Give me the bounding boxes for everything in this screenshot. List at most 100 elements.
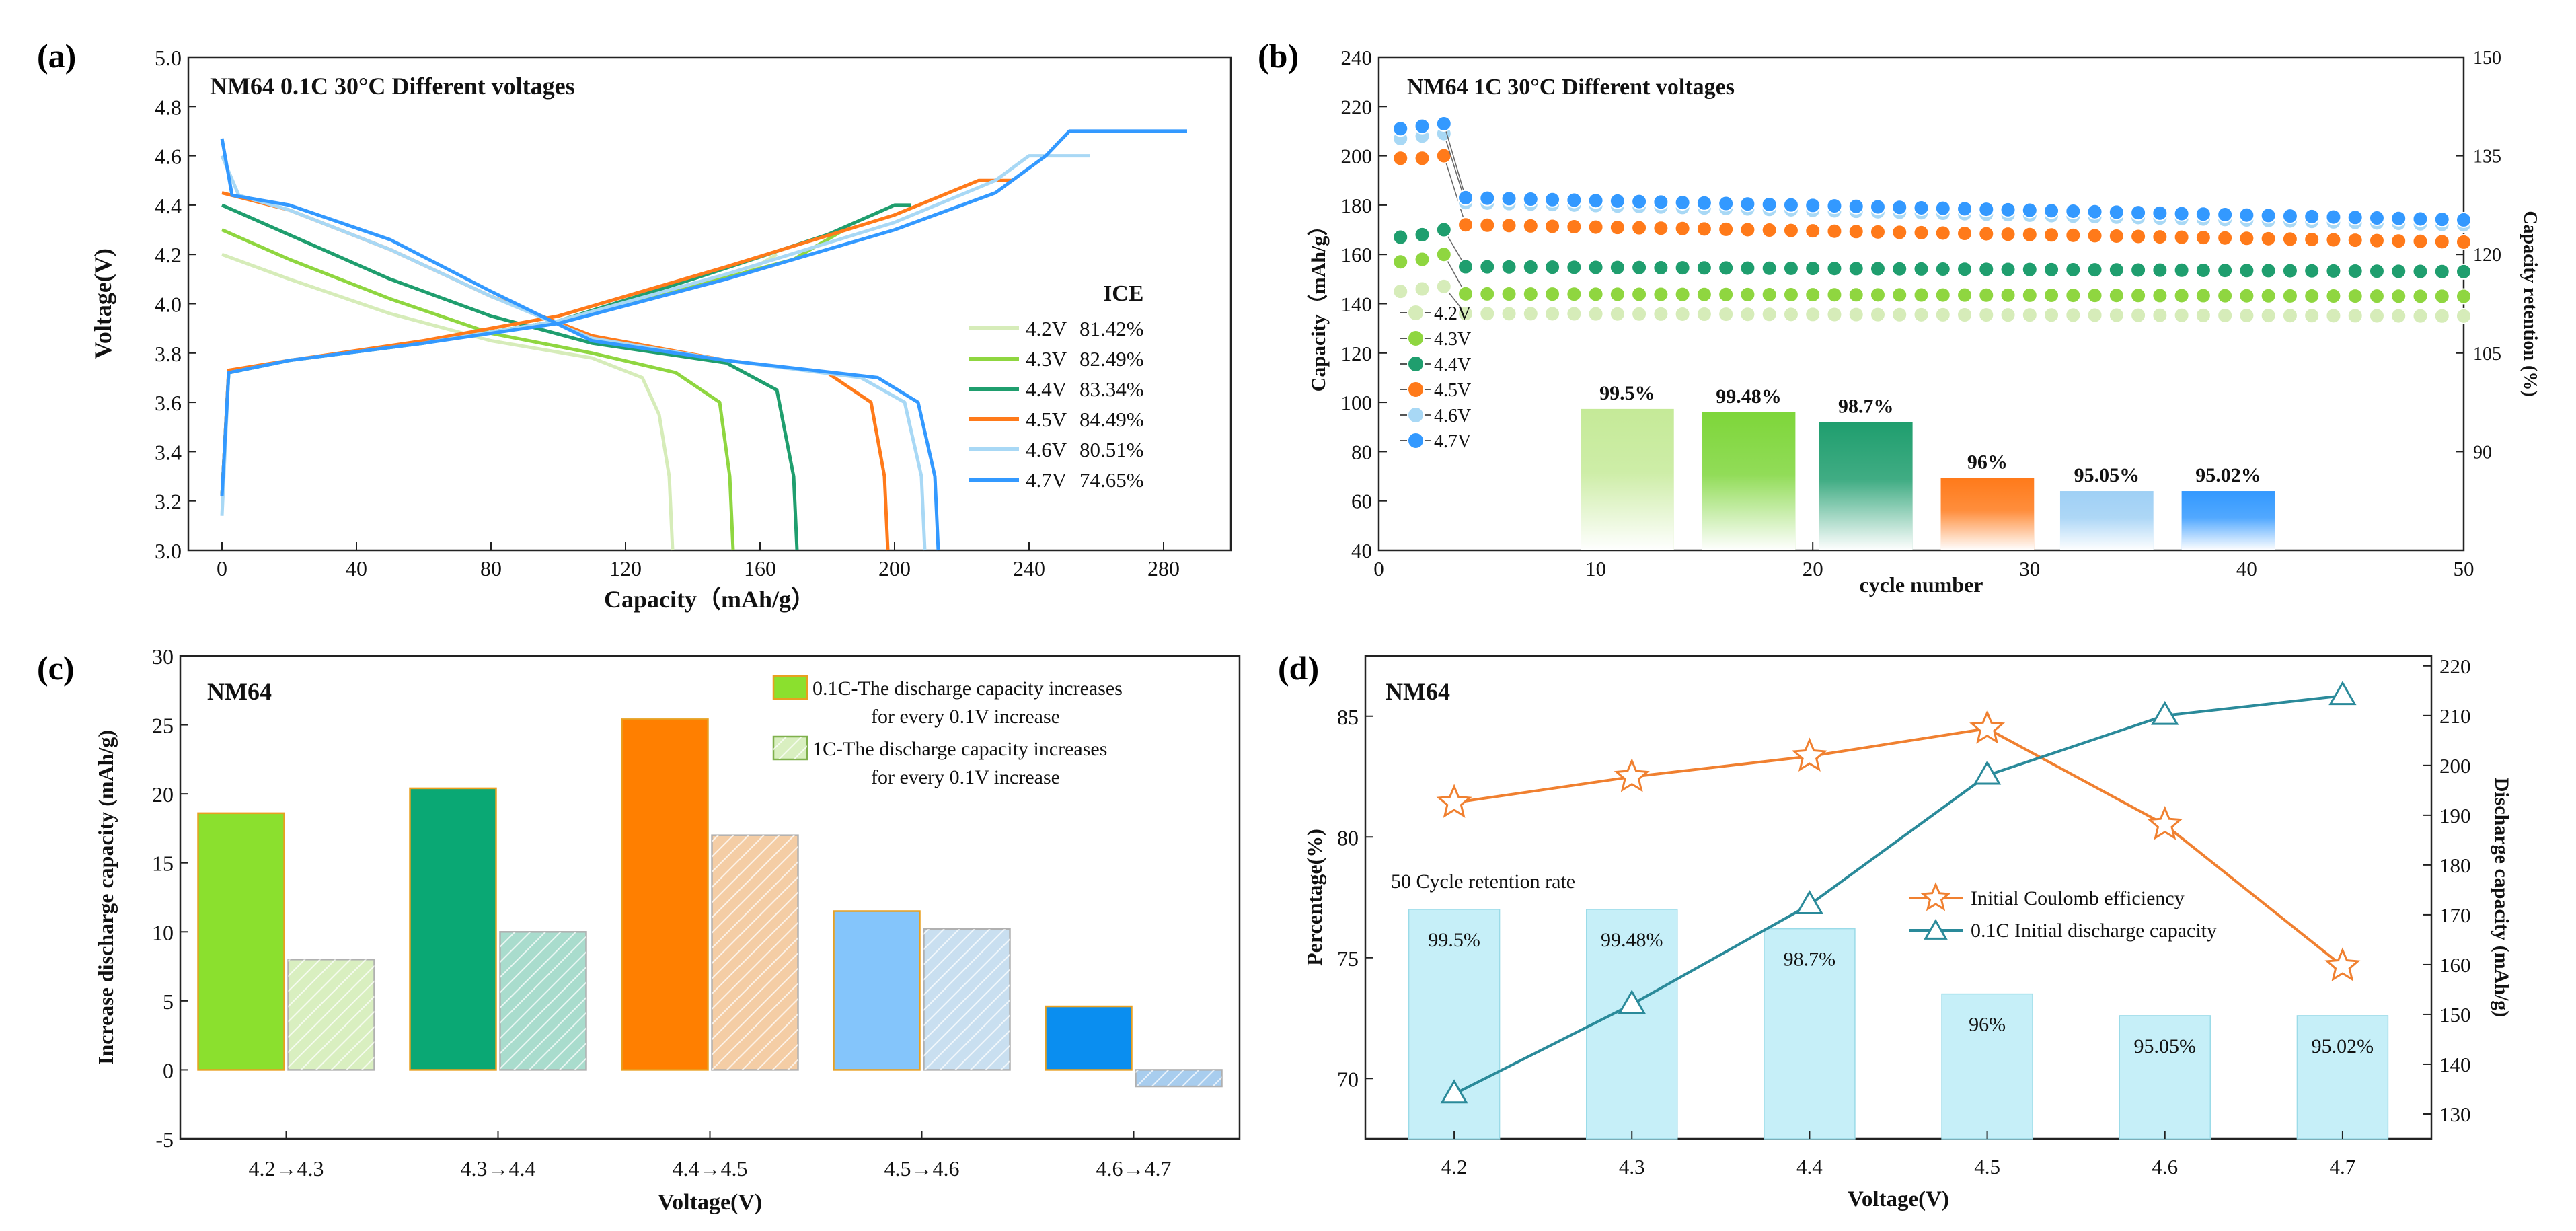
cycle-point <box>1566 305 1583 322</box>
cycle-point <box>2456 288 2472 305</box>
legend-swatch-hatch <box>773 737 807 759</box>
cycle-point <box>2456 307 2472 324</box>
x-tick-label: 0 <box>217 556 227 581</box>
cycle-point <box>1869 287 1886 303</box>
cycle-point <box>2173 287 2190 304</box>
legend-label: 4.4V <box>1434 355 1471 375</box>
cycle-point <box>1891 224 1908 241</box>
y-tick-label: 10 <box>152 920 174 944</box>
cycle-point <box>2195 287 2211 304</box>
cycle-point <box>2325 288 2342 305</box>
chart-title: NM64 0.1C 30°C Different voltages <box>210 73 575 100</box>
x-tick-label: 120 <box>609 556 642 581</box>
cycle-point <box>2390 210 2407 227</box>
cycle-point <box>1718 306 1735 323</box>
cycle-point <box>1805 306 1821 323</box>
y-axis-label: Capacity（mAh/g） <box>1307 216 1330 392</box>
cycle-point <box>2043 287 2060 303</box>
legend-ice-value: 80.51% <box>1079 438 1144 461</box>
x-tick-label: 4.5 <box>1974 1155 2000 1179</box>
cycle-point <box>1674 194 1691 211</box>
cycle-point <box>1653 259 1669 276</box>
cycle-point <box>1653 194 1669 211</box>
y-tick-label: -5 <box>155 1127 174 1152</box>
y2-tick-label: 220 <box>2439 655 2471 678</box>
y-tick-label: 80 <box>1337 825 1359 850</box>
cycle-point <box>1826 223 1843 239</box>
cycle-point <box>2281 231 2298 248</box>
retention-bar-label: 99.5% <box>1428 929 1480 951</box>
cycle-point <box>2281 262 2298 279</box>
cycle-point <box>1392 254 1409 270</box>
cycle-point <box>1587 286 1604 303</box>
y2-tick-label: 150 <box>2439 1003 2471 1027</box>
cycle-point <box>1522 217 1539 234</box>
cycle-point <box>1457 305 1474 322</box>
cycle-point <box>1544 286 1561 303</box>
cycle-point <box>1805 260 1821 277</box>
cycle-point <box>1674 220 1691 237</box>
cycle-point <box>2195 262 2211 278</box>
x-axis-label: Capacity（mAh/g） <box>604 586 815 613</box>
cycle-point <box>1934 306 1951 323</box>
bar-slow <box>409 787 497 1071</box>
cycle-point <box>1782 260 1799 276</box>
bar-hatch <box>288 959 375 1070</box>
cycle-point <box>1782 287 1799 303</box>
cycle-point <box>2086 287 2103 304</box>
retention-bar <box>1764 928 1856 1140</box>
cycle-point <box>1934 287 1951 303</box>
y2-tick-label: 160 <box>2439 953 2471 977</box>
cycle-point <box>2000 307 2016 324</box>
cycle-point <box>1782 196 1799 213</box>
cycle-point <box>2238 307 2255 324</box>
y-tick-label: 240 <box>1341 46 1373 69</box>
ice-point <box>1791 737 1827 772</box>
y-tick-label: 3.4 <box>155 440 182 464</box>
cycle-point <box>1696 286 1712 303</box>
cycle-point <box>2325 231 2342 248</box>
x-tick-label: 30 <box>2019 557 2040 581</box>
series-charge-line <box>220 154 1090 516</box>
cycle-point <box>1848 287 1864 303</box>
legend-label-line2: for every 0.1V increase <box>871 766 1060 788</box>
cycle-point <box>1739 196 1756 213</box>
cycle-point <box>1957 287 1973 303</box>
legend-label-line2: for every 0.1V increase <box>871 706 1060 728</box>
y-tick-label: 5 <box>163 990 174 1014</box>
cycle-point <box>2347 288 2363 305</box>
cycle-point <box>2390 307 2407 324</box>
y-tick-label: 80 <box>1351 440 1372 463</box>
cycle-point <box>2152 287 2168 304</box>
cycle-point <box>1913 199 1930 216</box>
series-discharge-line <box>221 228 735 551</box>
retention-bar-fade <box>1581 408 1674 550</box>
cycle-point <box>2086 262 2103 278</box>
cycle-point <box>1609 286 1626 303</box>
series-discharge-line <box>220 155 927 551</box>
ice-point <box>1436 784 1472 818</box>
cycle-point <box>2217 262 2234 279</box>
cycle-point <box>1544 305 1561 322</box>
plot-frame <box>1364 655 2433 1140</box>
cycle-point <box>2065 261 2082 278</box>
retention-bar-label: 95.05% <box>2134 1035 2197 1057</box>
cycle-point <box>1696 306 1712 323</box>
legend-label: 0.1C Initial discharge capacity <box>1971 920 2217 942</box>
cycle-point <box>1891 287 1908 303</box>
cycle-point <box>2260 230 2277 247</box>
cycle-point <box>1544 259 1561 276</box>
cycle-point <box>2086 307 2103 324</box>
bar-hatch <box>500 932 586 1070</box>
cycle-point <box>1414 281 1431 297</box>
category-label: 4.2→4.3 <box>249 1156 324 1181</box>
panel-d-chart: 99.5% 99.48% 98.7% 96% 95.05% 95.02% 50 Cycle … <box>1302 655 2513 1211</box>
legend-triangle-marker <box>1924 918 1948 940</box>
x-axis-label: cycle number <box>1860 572 1983 597</box>
retention-bar-label: 99.5% <box>1599 382 1655 404</box>
cycle-point <box>1479 305 1496 322</box>
cycle-point <box>2173 229 2190 246</box>
cycle-point <box>2433 288 2450 305</box>
legend-label: 4.5V <box>1434 380 1471 401</box>
